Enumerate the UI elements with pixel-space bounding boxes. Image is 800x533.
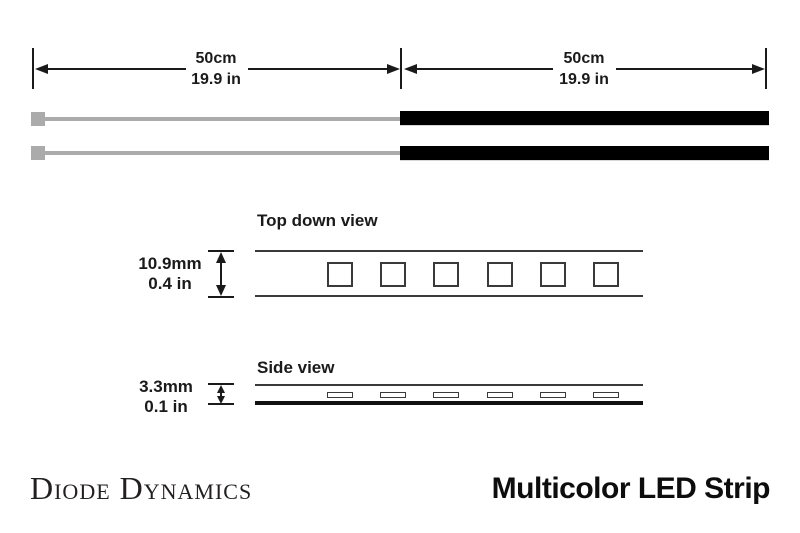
side-height-imperial: 0.1 in: [144, 397, 188, 416]
side-led-row: [327, 392, 619, 398]
led-square: [433, 262, 460, 287]
arrow-down-icon: [217, 396, 225, 404]
led-side-chip: [592, 392, 619, 398]
arrow-left-icon: [35, 64, 48, 74]
length-label-right: 50cm 19.9 in: [529, 48, 639, 90]
dimension-line-vertical: [220, 259, 222, 289]
wire-connector: [31, 112, 45, 126]
led-side-chip: [327, 392, 353, 398]
led-square: [539, 262, 566, 287]
wire-connector: [31, 146, 45, 160]
brand-logo: Diode Dynamics: [30, 470, 253, 506]
top-down-height-label: 10.9mm 0.4 in: [128, 254, 212, 294]
side-view-title: Side view: [257, 358, 335, 377]
strip-pcb-base: [255, 401, 643, 405]
arrow-up-icon: [217, 385, 225, 393]
top-down-led-row: [327, 262, 619, 287]
arrow-left-icon: [404, 64, 417, 74]
dimension-cap-top: [208, 250, 234, 252]
lead-wire: [45, 151, 401, 155]
dimension-line: [45, 68, 186, 70]
dimension-cap-bottom: [208, 403, 234, 405]
led-side-chip: [433, 392, 460, 398]
length-label-right-imperial: 19.9 in: [559, 71, 609, 88]
arrow-right-icon: [387, 64, 400, 74]
strip-edge-top: [255, 250, 643, 252]
led-side-chip: [486, 392, 513, 398]
dimension-line: [414, 68, 553, 70]
side-height-label: 3.3mm 0.1 in: [124, 377, 208, 417]
led-strip-body: [400, 146, 769, 160]
led-strip-body: [400, 111, 769, 125]
arrow-up-icon: [216, 252, 226, 263]
length-label-left-metric: 50cm: [195, 50, 237, 67]
strip-edge-top: [255, 384, 643, 386]
dimension-tick-middle: [400, 48, 402, 89]
arrow-right-icon: [752, 64, 765, 74]
led-square: [592, 262, 619, 287]
top-down-height-imperial: 0.4 in: [148, 274, 192, 293]
dimension-line: [616, 68, 753, 70]
led-square: [327, 262, 353, 287]
top-down-view-title: Top down view: [257, 211, 378, 230]
product-title: Multicolor LED Strip: [491, 472, 771, 505]
strip-edge-bottom: [255, 295, 643, 297]
led-square: [380, 262, 407, 287]
dimension-line-vertical: [220, 390, 222, 399]
dimension-cap-top: [208, 383, 234, 385]
led-square: [486, 262, 513, 287]
top-down-height-metric: 10.9mm: [138, 254, 202, 273]
arrow-down-icon: [216, 285, 226, 296]
dimension-cap-bottom: [208, 296, 234, 298]
dimension-tick-left: [32, 48, 34, 89]
dimension-tick-right: [765, 48, 767, 89]
length-label-right-metric: 50cm: [563, 50, 605, 67]
length-label-left: 50cm 19.9 in: [161, 48, 271, 90]
led-side-chip: [539, 392, 566, 398]
lead-wire: [45, 117, 401, 121]
led-side-chip: [380, 392, 407, 398]
dimension-line: [248, 68, 388, 70]
side-height-metric: 3.3mm: [139, 377, 193, 396]
length-label-left-imperial: 19.9 in: [191, 71, 241, 88]
